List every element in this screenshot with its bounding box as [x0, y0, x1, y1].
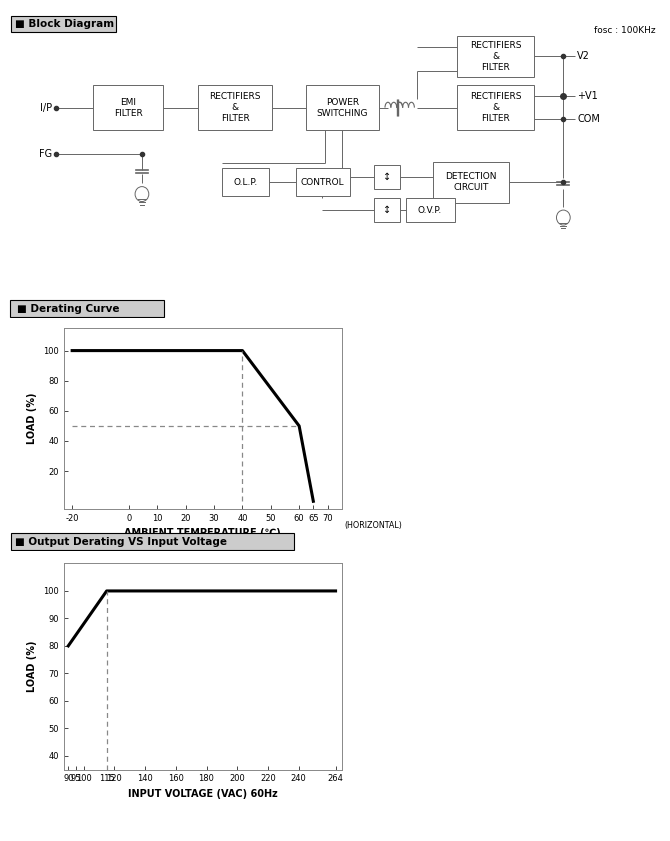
- Y-axis label: LOAD (%): LOAD (%): [27, 641, 38, 692]
- FancyBboxPatch shape: [198, 85, 272, 130]
- Text: FG: FG: [39, 149, 52, 158]
- FancyBboxPatch shape: [222, 168, 269, 196]
- X-axis label: INPUT VOLTAGE (VAC) 60Hz: INPUT VOLTAGE (VAC) 60Hz: [128, 789, 277, 799]
- FancyBboxPatch shape: [295, 168, 350, 196]
- Text: EMI
FILTER: EMI FILTER: [114, 98, 143, 118]
- Text: I/P: I/P: [40, 103, 52, 113]
- FancyBboxPatch shape: [93, 85, 163, 130]
- Text: RECTIFIERS
&
FILTER: RECTIFIERS & FILTER: [470, 92, 521, 124]
- FancyBboxPatch shape: [375, 198, 400, 222]
- X-axis label: AMBIENT TEMPERATURE (℃): AMBIENT TEMPERATURE (℃): [125, 528, 281, 538]
- FancyBboxPatch shape: [405, 198, 454, 222]
- Y-axis label: LOAD (%): LOAD (%): [27, 393, 38, 444]
- Text: ■ Derating Curve: ■ Derating Curve: [17, 304, 119, 314]
- FancyBboxPatch shape: [458, 85, 534, 130]
- Text: ↕: ↕: [383, 172, 391, 182]
- FancyBboxPatch shape: [11, 533, 294, 550]
- Text: fosc : 100KHz: fosc : 100KHz: [594, 26, 655, 35]
- FancyBboxPatch shape: [433, 162, 509, 203]
- FancyBboxPatch shape: [375, 165, 400, 188]
- Text: DETECTION
CIRCUIT: DETECTION CIRCUIT: [446, 172, 497, 193]
- Text: (HORIZONTAL): (HORIZONTAL): [344, 521, 403, 530]
- Text: +V1: +V1: [577, 91, 598, 101]
- Text: RECTIFIERS
&
FILTER: RECTIFIERS & FILTER: [209, 92, 261, 124]
- FancyBboxPatch shape: [306, 85, 379, 130]
- FancyBboxPatch shape: [11, 16, 117, 32]
- Text: POWER
SWITCHING: POWER SWITCHING: [317, 98, 368, 118]
- Text: COM: COM: [577, 114, 600, 124]
- Text: O.V.P.: O.V.P.: [418, 205, 442, 214]
- Text: ■ Block Diagram: ■ Block Diagram: [15, 19, 114, 29]
- Text: O.L.P.: O.L.P.: [234, 177, 258, 187]
- Text: V2: V2: [577, 51, 590, 61]
- Text: ↕: ↕: [383, 205, 391, 215]
- FancyBboxPatch shape: [10, 300, 164, 317]
- Text: CONTROL: CONTROL: [301, 177, 344, 187]
- FancyBboxPatch shape: [458, 36, 534, 77]
- Text: RECTIFIERS
&
FILTER: RECTIFIERS & FILTER: [470, 40, 521, 72]
- Text: ■ Output Derating VS Input Voltage: ■ Output Derating VS Input Voltage: [15, 537, 227, 547]
